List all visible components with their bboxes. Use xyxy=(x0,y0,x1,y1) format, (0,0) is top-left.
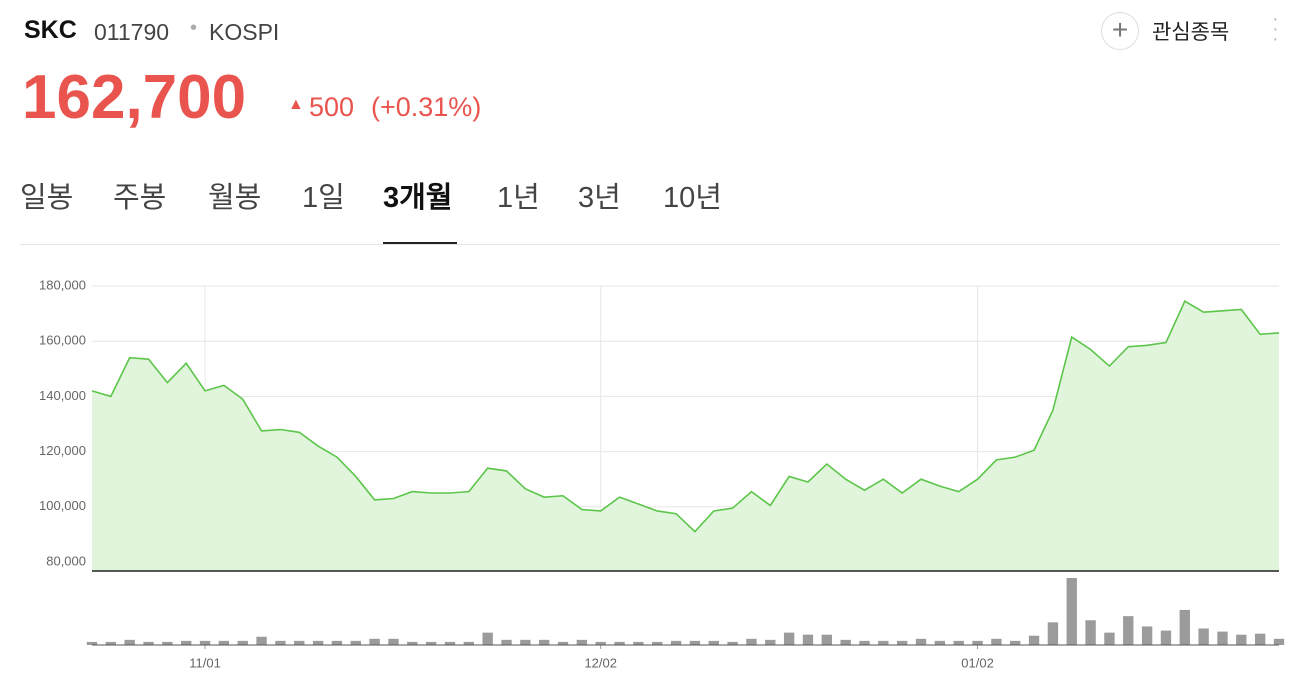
volume-bar xyxy=(915,638,927,645)
volume-bar xyxy=(991,638,1002,645)
x-tick-label: 01/02 xyxy=(961,655,994,670)
tab[interactable]: 1년 xyxy=(497,182,540,214)
watch-button[interactable]: 관심종목 xyxy=(1152,21,1230,44)
volume-bar xyxy=(369,638,380,645)
volume-bar xyxy=(746,638,757,645)
volume-bar xyxy=(633,641,644,645)
volume-bar xyxy=(1179,609,1190,645)
volume-bar xyxy=(1236,634,1247,645)
volume-bar xyxy=(501,639,512,645)
volume-bar xyxy=(388,638,399,645)
volume-bar xyxy=(896,640,908,645)
volume-bar xyxy=(840,639,851,645)
volume-bar xyxy=(275,640,286,645)
tab[interactable]: 3년 xyxy=(578,182,621,214)
volume-bar xyxy=(256,636,267,645)
tab[interactable]: 1일 xyxy=(302,182,345,214)
volume-bar xyxy=(765,639,776,645)
volume-bar xyxy=(312,640,324,645)
volume-bar xyxy=(350,640,361,645)
volume-bar xyxy=(1198,628,1209,645)
volume-bar xyxy=(576,639,588,645)
add-button[interactable]: + xyxy=(1101,12,1139,50)
volume-bar xyxy=(425,641,437,645)
volume-bar xyxy=(689,640,701,645)
volume-bar xyxy=(934,640,946,645)
price: 162,700 xyxy=(22,63,247,132)
more-menu[interactable]: · · · xyxy=(1272,8,1279,50)
change-pct: (+0.31%) xyxy=(371,92,482,122)
tab[interactable]: 주봉 xyxy=(113,182,167,214)
volume-bar xyxy=(783,632,795,645)
volume-bar xyxy=(708,640,719,645)
volume-bar xyxy=(1273,638,1285,645)
volume-bar xyxy=(614,641,625,645)
price-line xyxy=(91,300,1280,533)
y-tick-label: 180,000 xyxy=(39,277,86,292)
active-tab-underline xyxy=(383,242,457,245)
x-tick-label: 11/01 xyxy=(189,655,221,670)
volume-bar xyxy=(652,641,663,645)
volume-bar xyxy=(463,641,475,645)
volume-bar xyxy=(1217,631,1228,645)
volume-bar xyxy=(520,639,531,645)
volume-bar xyxy=(1047,622,1059,645)
volume-bar xyxy=(859,640,870,645)
volume-bar xyxy=(595,641,606,645)
volume-bar xyxy=(482,632,493,645)
change: 500 xyxy=(309,92,355,122)
volume-bar xyxy=(821,634,832,645)
up-arrow: ▲ xyxy=(288,96,304,113)
volume-bar xyxy=(670,640,682,645)
tab-divider xyxy=(20,244,1280,245)
volume-bar xyxy=(1066,578,1077,645)
separator-dot: • xyxy=(190,17,198,39)
volume-bar xyxy=(237,640,248,645)
volume-bar xyxy=(199,640,211,645)
volume-bar xyxy=(1028,635,1040,645)
tab[interactable]: 일봉 xyxy=(20,182,74,214)
volume-bar xyxy=(218,640,230,645)
volume-bar xyxy=(557,641,569,645)
stock-name: SKC xyxy=(24,16,77,44)
tab[interactable]: 3개월 xyxy=(383,182,453,214)
volume-bar xyxy=(1160,630,1172,645)
y-tick-label: 160,000 xyxy=(39,333,86,348)
stock-code: 011790 xyxy=(94,19,170,45)
volume-bar xyxy=(162,641,173,645)
volume-bar xyxy=(1010,640,1021,645)
volume-bar xyxy=(444,641,456,645)
y-tick-label: 120,000 xyxy=(39,443,86,458)
volume-bar xyxy=(802,634,814,645)
x-tick-label: 12/02 xyxy=(584,655,617,670)
volume-bar xyxy=(181,640,192,645)
volume-bar xyxy=(86,641,98,645)
y-tick-label: 100,000 xyxy=(39,498,86,513)
tab[interactable]: 월봉 xyxy=(208,182,262,214)
volume-bar xyxy=(294,640,305,645)
volume-bar xyxy=(1141,626,1153,645)
volume-bar xyxy=(972,640,983,645)
volume-bar xyxy=(1104,632,1115,645)
volume-bar xyxy=(1123,616,1134,645)
tab[interactable]: 10년 xyxy=(663,182,722,214)
volume-bar xyxy=(105,641,117,645)
volume-bar xyxy=(124,639,135,645)
volume-bar xyxy=(331,640,343,645)
price-area xyxy=(92,301,1279,571)
volume-bar xyxy=(953,640,964,645)
volume-bar xyxy=(407,641,418,645)
volume-bar xyxy=(727,641,738,645)
volume-bar xyxy=(1085,620,1096,645)
y-tick-label: 140,000 xyxy=(39,388,86,403)
volume-bar xyxy=(878,640,889,645)
volume-bar xyxy=(143,641,154,645)
volume-bar xyxy=(539,639,550,645)
volume-bar xyxy=(1254,633,1266,645)
y-tick-label: 80,000 xyxy=(46,553,86,568)
market: KOSPI xyxy=(209,19,280,45)
